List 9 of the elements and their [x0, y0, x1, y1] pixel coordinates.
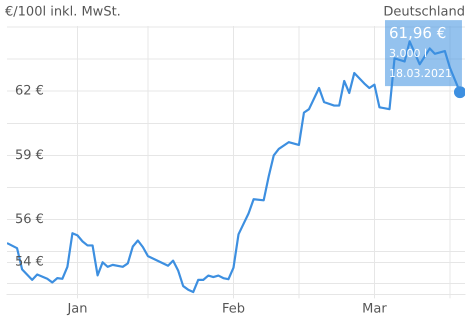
- y-tick-label: 56 €: [15, 212, 44, 227]
- x-tick-label: Jan: [66, 302, 88, 317]
- x-tick-label: Feb: [222, 302, 245, 317]
- x-tick-label: Mar: [362, 302, 388, 317]
- chart-subtitle: Deutschland: [383, 4, 465, 20]
- annotation: 61,96 €: [388, 24, 446, 42]
- chart-title: €/100l inkl. MwSt.: [5, 4, 121, 20]
- y-tick-label: 59 €: [15, 148, 44, 163]
- y-tick-label: 62 €: [15, 84, 44, 99]
